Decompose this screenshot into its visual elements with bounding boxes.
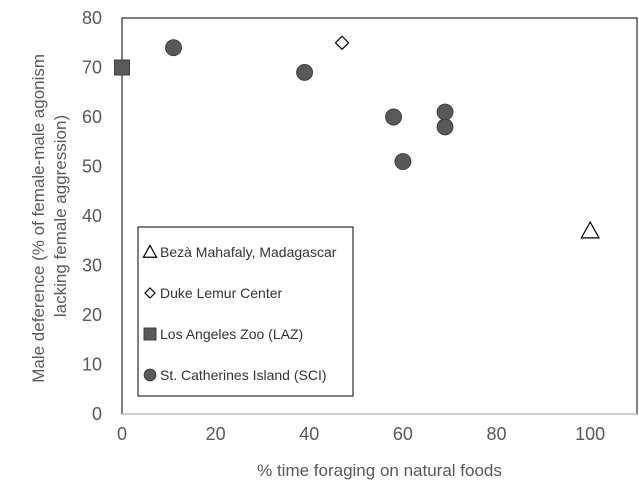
x-tick-label: 60	[393, 424, 413, 444]
y-tick-label: 70	[82, 58, 102, 78]
y-tick-label: 50	[82, 157, 102, 177]
legend-marker	[144, 287, 156, 299]
x-tick-label: 80	[487, 424, 507, 444]
y-tick-label: 60	[82, 107, 102, 127]
data-point	[296, 64, 314, 81]
data-point	[436, 118, 454, 136]
y-tick-label: 10	[82, 355, 102, 375]
x-tick-label: 20	[206, 424, 226, 444]
legend-entry-label: St. Catherines Island (SCI)	[160, 367, 327, 383]
x-axis-title: % time foraging on natural foods	[257, 461, 502, 480]
y-tick-label: 0	[92, 404, 102, 424]
legend-entry-label: Los Angeles Zoo (LAZ)	[160, 326, 303, 342]
y-axis-title-line-2: lacking female aggression)	[51, 115, 70, 317]
y-axis-title-line-1: Male deference (% of female-male agonism	[29, 54, 48, 383]
y-tick-label: 30	[82, 256, 102, 276]
data-point	[385, 108, 402, 126]
y-tick-label: 40	[82, 206, 102, 226]
data-points	[114, 35, 601, 239]
legend-entry-label: Bezà Mahafaly, Madagascar	[160, 244, 337, 260]
data-point	[165, 39, 182, 57]
legend-marker	[142, 244, 158, 258]
x-tick-label: 0	[117, 424, 127, 444]
legend: Bezà Mahafaly, Madagascar Duke Lemur Cent…	[137, 226, 354, 397]
x-tick-label: 40	[299, 424, 319, 444]
data-point	[436, 103, 454, 121]
y-tick-label: 20	[82, 305, 102, 325]
data-point	[334, 35, 350, 51]
data-point	[394, 153, 412, 171]
data-point	[114, 59, 130, 76]
legend-box	[137, 226, 354, 397]
y-tick-label: 80	[82, 8, 102, 28]
legend-marker	[143, 327, 157, 341]
legend-marker	[143, 368, 157, 382]
x-axis-ticks: 0 20 40 60 80 100	[117, 424, 605, 444]
data-point	[580, 220, 601, 239]
y-axis-ticks: 0 10 20 30 40 50 60 70 80	[82, 8, 102, 424]
plot-frame	[121, 17, 638, 415]
legend-entry-label: Duke Lemur Center	[160, 285, 283, 301]
x-tick-label: 100	[575, 424, 605, 444]
y-axis-title: Male deference (% of female-male agonism…	[29, 49, 70, 383]
